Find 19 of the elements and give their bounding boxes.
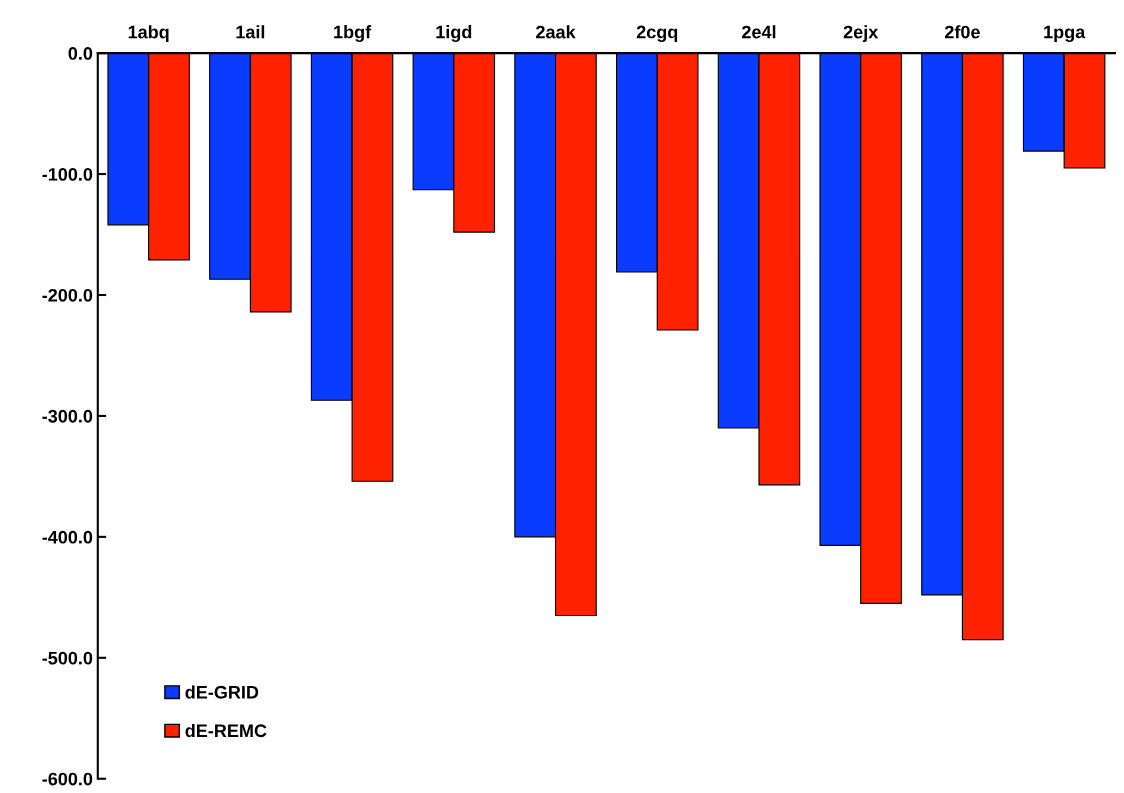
- x-tick-label: 1abq: [128, 25, 169, 43]
- legend-label: dE-REMC: [185, 723, 267, 738]
- y-tick-label: -500.0: [42, 651, 93, 665]
- y-tick-label: -100.0: [42, 168, 93, 181]
- x-tick-label: 1ail: [236, 25, 265, 39]
- y-tick-label: 0.0: [68, 47, 93, 60]
- y-tick-label: -600.0: [42, 772, 93, 786]
- y-tick-label: -400.0: [42, 530, 93, 544]
- y-tick-label: -200.0: [42, 288, 93, 302]
- x-tick-label: 2aak: [536, 25, 576, 39]
- x-tick-label: 2ejx: [843, 25, 879, 43]
- x-tick-label: 2cgq: [636, 25, 678, 43]
- x-tick-label: 1pga: [1044, 25, 1086, 43]
- x-tick-label: 1igd: [436, 25, 472, 43]
- x-tick-label: 2f0e: [944, 25, 980, 39]
- x-tick-label: 1bgf: [334, 25, 372, 43]
- x-tick-label: 2e4l: [742, 25, 776, 39]
- y-tick-label: -300.0: [42, 409, 93, 423]
- legend-label: dE-GRID: [185, 685, 259, 699]
